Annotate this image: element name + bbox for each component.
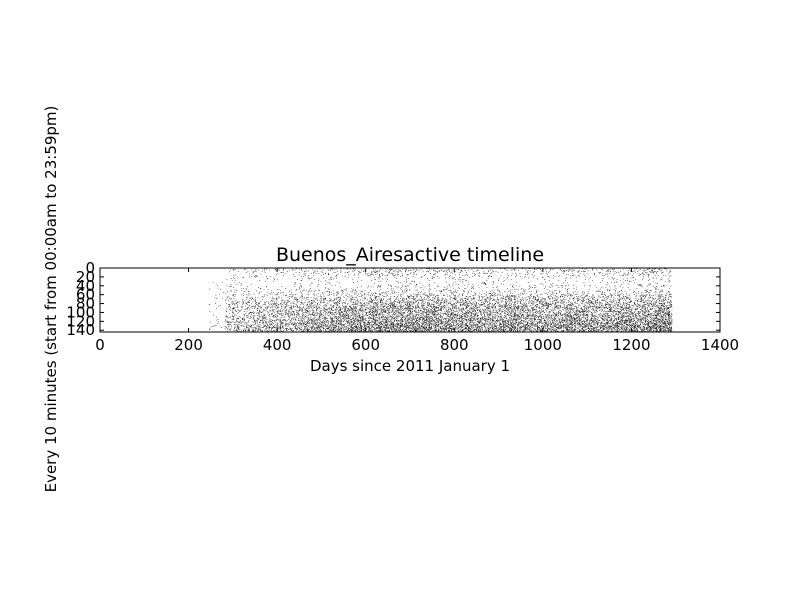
y-tick-label: 0 [85, 259, 95, 277]
y-tick-label: 20 [76, 268, 95, 286]
x-tick-label: 1000 [524, 336, 562, 354]
plot-area [99, 267, 721, 333]
x-tick-label: 200 [174, 336, 203, 354]
x-tick-label: 1200 [612, 336, 650, 354]
x-tick-label: 800 [440, 336, 469, 354]
activity-cell-marks [208, 268, 673, 333]
plot-frame [99, 267, 721, 333]
x-tick-label: 600 [351, 336, 380, 354]
activity-cells [208, 268, 673, 333]
y-tick-label: 100 [66, 303, 95, 321]
x-tick-label: 400 [263, 336, 292, 354]
x-axis-label: Days since 2011 January 1 [310, 357, 510, 375]
y-axis-label: Every 10 minutes (start from 00:00am to … [42, 106, 60, 493]
x-axis-ticks: 0 200 400 600 800 1000 1200 1400 [95, 268, 739, 354]
y-tick-label: 40 [76, 277, 95, 295]
x-tick-label: 1400 [701, 336, 739, 354]
y-tick-label: 80 [76, 295, 95, 313]
y-tick-label: 140 [66, 321, 95, 339]
y-tick-label: 120 [66, 312, 95, 330]
y-tick-label: 60 [76, 286, 95, 304]
x-tick-label: 0 [95, 336, 105, 354]
chart-title: Buenos_Airesactive timeline [276, 244, 544, 266]
